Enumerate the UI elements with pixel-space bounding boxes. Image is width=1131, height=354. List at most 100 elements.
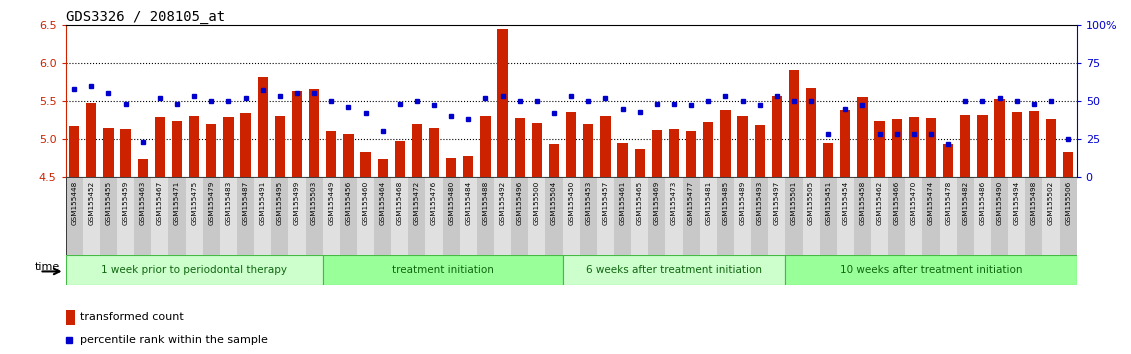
Text: GSM155483: GSM155483: [225, 181, 232, 225]
Text: GSM155449: GSM155449: [328, 181, 335, 225]
Bar: [169, 177, 185, 255]
Bar: [254, 177, 271, 255]
Bar: [960, 115, 970, 177]
Text: GSM155480: GSM155480: [448, 181, 455, 225]
Bar: [357, 177, 374, 255]
Bar: [837, 177, 854, 255]
Bar: [840, 110, 851, 177]
Bar: [532, 123, 542, 177]
Bar: [185, 177, 202, 255]
Bar: [206, 124, 216, 177]
Bar: [271, 177, 288, 255]
Bar: [1011, 112, 1022, 177]
Bar: [322, 255, 562, 285]
Bar: [977, 115, 987, 177]
Text: percentile rank within the sample: percentile rank within the sample: [80, 335, 268, 345]
Bar: [378, 159, 388, 177]
Text: GSM155484: GSM155484: [465, 181, 472, 225]
Text: GSM155454: GSM155454: [843, 181, 848, 225]
Bar: [905, 177, 923, 255]
Bar: [66, 177, 1077, 255]
Bar: [994, 99, 1004, 177]
Bar: [703, 122, 714, 177]
Text: GSM155456: GSM155456: [345, 181, 352, 225]
Text: GDS3326 / 208105_at: GDS3326 / 208105_at: [66, 10, 225, 24]
Bar: [854, 177, 871, 255]
Bar: [737, 116, 748, 177]
Bar: [651, 130, 662, 177]
Bar: [754, 125, 765, 177]
Bar: [700, 177, 717, 255]
Bar: [785, 177, 803, 255]
Bar: [391, 177, 408, 255]
Bar: [446, 158, 456, 177]
Bar: [943, 144, 953, 177]
Bar: [549, 144, 559, 177]
Bar: [83, 177, 100, 255]
Text: GSM155472: GSM155472: [414, 181, 420, 225]
Bar: [562, 255, 785, 285]
Bar: [601, 116, 611, 177]
Bar: [1063, 152, 1073, 177]
Bar: [1026, 177, 1043, 255]
Bar: [498, 29, 508, 177]
Text: GSM155503: GSM155503: [311, 181, 317, 225]
Bar: [138, 159, 148, 177]
Bar: [339, 177, 357, 255]
Bar: [152, 177, 169, 255]
Bar: [618, 143, 628, 177]
Text: GSM155485: GSM155485: [723, 181, 728, 225]
Bar: [926, 118, 936, 177]
Text: GSM155471: GSM155471: [174, 181, 180, 225]
Bar: [857, 97, 867, 177]
Bar: [202, 177, 219, 255]
Text: GSM155506: GSM155506: [1065, 181, 1071, 225]
Bar: [395, 141, 405, 177]
Bar: [991, 177, 1008, 255]
Text: GSM155487: GSM155487: [242, 181, 249, 225]
Text: GSM155474: GSM155474: [929, 181, 934, 225]
Text: GSM155501: GSM155501: [791, 181, 797, 225]
Text: transformed count: transformed count: [80, 312, 183, 322]
Text: 10 weeks after treatment initiation: 10 weeks after treatment initiation: [840, 265, 1022, 275]
Text: GSM155461: GSM155461: [620, 181, 625, 225]
Text: GSM155465: GSM155465: [637, 181, 642, 225]
Bar: [1029, 111, 1039, 177]
Text: GSM155504: GSM155504: [551, 181, 556, 225]
Bar: [734, 177, 751, 255]
Bar: [361, 152, 371, 177]
Text: GSM155475: GSM155475: [191, 181, 197, 225]
Text: GSM155477: GSM155477: [688, 181, 694, 225]
Bar: [580, 177, 597, 255]
Text: GSM155489: GSM155489: [740, 181, 745, 225]
Bar: [425, 177, 442, 255]
Bar: [241, 113, 251, 177]
Bar: [135, 177, 152, 255]
Text: GSM155455: GSM155455: [105, 181, 112, 225]
Text: GSM155448: GSM155448: [71, 181, 77, 225]
Text: GSM155470: GSM155470: [910, 181, 917, 225]
Bar: [909, 117, 920, 177]
Bar: [874, 121, 884, 177]
Bar: [494, 177, 511, 255]
Bar: [751, 177, 768, 255]
Bar: [258, 77, 268, 177]
Bar: [717, 177, 734, 255]
Bar: [116, 177, 135, 255]
Bar: [322, 177, 339, 255]
Bar: [326, 131, 336, 177]
Text: GSM155490: GSM155490: [996, 181, 1002, 225]
Bar: [511, 177, 528, 255]
Text: GSM155482: GSM155482: [962, 181, 968, 225]
Bar: [823, 143, 834, 177]
Bar: [682, 177, 700, 255]
Bar: [66, 177, 83, 255]
Bar: [528, 177, 545, 255]
Text: GSM155452: GSM155452: [88, 181, 94, 225]
Text: GSM155457: GSM155457: [603, 181, 608, 225]
Text: GSM155496: GSM155496: [517, 181, 523, 225]
Bar: [597, 177, 614, 255]
Text: GSM155478: GSM155478: [946, 181, 951, 225]
Bar: [155, 117, 165, 177]
Text: GSM155505: GSM155505: [808, 181, 814, 225]
